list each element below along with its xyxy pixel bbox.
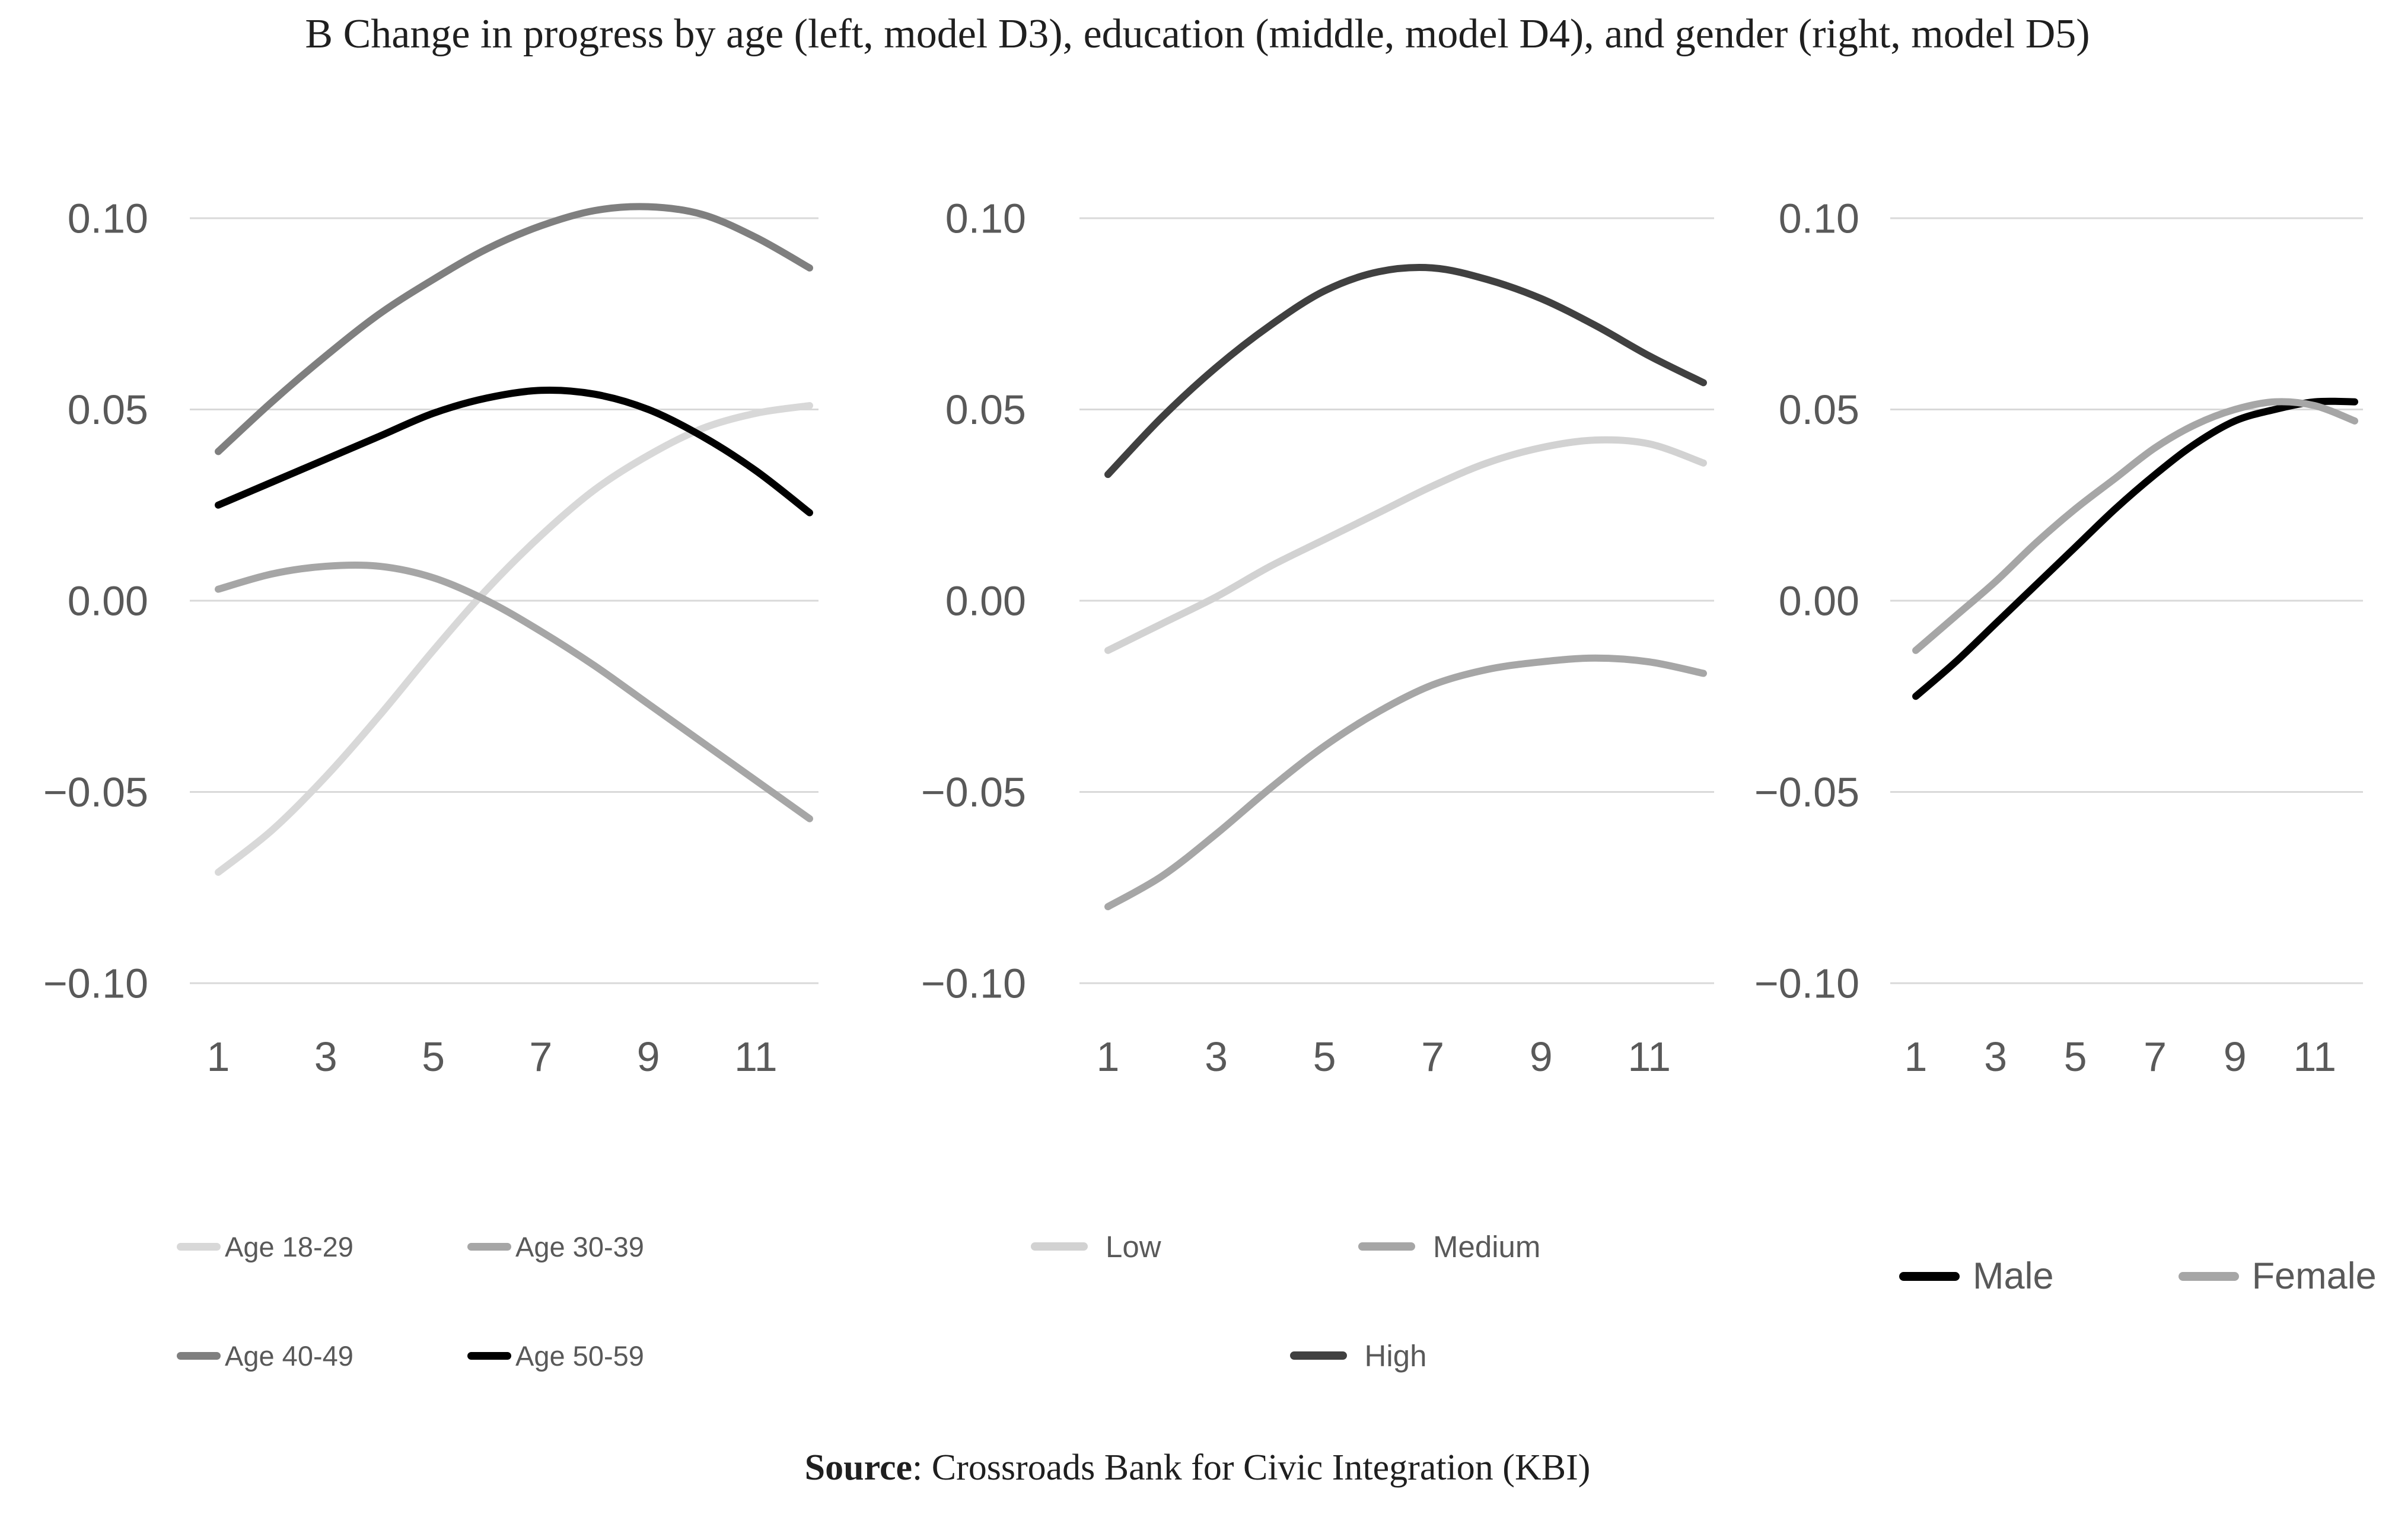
education-chart: 0.10 0.05 0.00 −0.05 −0.10 1 3 5 7 9 11 [921, 196, 1714, 1080]
legend-label: Male [1973, 1255, 2054, 1297]
x-tick-label: 7 [2144, 1034, 2167, 1080]
legend-item: Medium [1358, 1225, 1686, 1268]
x-tick-label: 9 [1530, 1034, 1553, 1080]
legend-item: Age 50-59 [467, 1334, 758, 1377]
legend-item: Male [1899, 1255, 2054, 1297]
legend-label: Age 18-29 [225, 1230, 353, 1262]
legend-item: Female [2178, 1255, 2377, 1297]
legend-education: Low Medium High [830, 1225, 1732, 1377]
y-tick-label: −0.05 [921, 769, 1026, 815]
y-tick-label: −0.10 [1754, 961, 1859, 1007]
x-tick-label: 9 [637, 1034, 660, 1080]
series-line-age-18-29 [215, 402, 813, 876]
x-tick-label: 5 [1313, 1034, 1336, 1080]
x-tick-label: 11 [734, 1034, 778, 1080]
figure-title: B Change in progress by age (left, model… [305, 11, 2090, 57]
y-tick-label: −0.10 [43, 961, 148, 1007]
chart-panel-education: 0.10 0.05 0.00 −0.05 −0.10 1 3 5 7 9 11 Low Medium H… [830, 153, 1732, 1377]
legend-item: High [1289, 1334, 1427, 1377]
y-tick-label: 0.00 [1779, 578, 1859, 624]
legend-item: Age 18-29 [177, 1225, 467, 1268]
x-tick-label: 3 [1205, 1034, 1228, 1080]
y-tick-label: 0.00 [68, 578, 148, 624]
x-tick-label: 1 [1097, 1034, 1120, 1080]
y-tick-label: 0.10 [68, 196, 148, 242]
legend-swatch [1031, 1242, 1088, 1251]
legend-swatch [1899, 1271, 1960, 1281]
x-tick-label: 1 [1904, 1034, 1928, 1080]
series-line-age-50-59 [215, 386, 813, 516]
charts-row: 0.10 0.05 0.00 −0.05 −0.10 1 3 5 7 9 11 Age 18-29 A… [0, 153, 2395, 1377]
x-tick-label: 5 [422, 1034, 445, 1080]
legend-age: Age 18-29 Age 30-39 Age 40-49 Age 50-59 [12, 1225, 830, 1377]
legend-swatch [2178, 1271, 2239, 1281]
legend-item: Age 40-49 [177, 1334, 467, 1377]
series-line-high [1104, 264, 1707, 479]
y-tick-label: 0.05 [1779, 387, 1859, 433]
legend-label: Age 50-59 [515, 1340, 644, 1372]
y-tick-label: −0.10 [921, 961, 1026, 1007]
legend-label: Female [2251, 1255, 2377, 1297]
legend-swatch [467, 1242, 511, 1251]
legend-swatch [1358, 1242, 1415, 1251]
gender-chart: 0.10 0.05 0.00 −0.05 −0.10 1 3 5 7 9 11 [1754, 196, 2363, 1080]
legend-swatch [467, 1351, 511, 1360]
legend-label: Low [1106, 1229, 1161, 1264]
x-tick-label: 7 [529, 1034, 552, 1080]
x-tick-label: 11 [2293, 1034, 2336, 1080]
series-line-low [1104, 436, 1707, 654]
series-line-age-40-49 [215, 203, 813, 455]
chart-panel-age: 0.10 0.05 0.00 −0.05 −0.10 1 3 5 7 9 11 Age 18-29 A… [12, 153, 830, 1377]
y-tick-label: −0.05 [43, 769, 148, 815]
legend-swatch [177, 1242, 221, 1251]
source-label: Source [804, 1447, 913, 1488]
x-tick-label: 7 [1421, 1034, 1444, 1080]
x-tick-label: 5 [2064, 1034, 2087, 1080]
x-tick-label: 1 [207, 1034, 230, 1080]
x-tick-label: 11 [1628, 1034, 1671, 1080]
legend-label: High [1364, 1338, 1427, 1373]
chart-panel-gender: 0.10 0.05 0.00 −0.05 −0.10 1 3 5 7 9 11 Male Female [1732, 153, 2377, 1297]
legend-item: Low [1031, 1225, 1358, 1268]
y-tick-label: 0.00 [945, 578, 1026, 624]
series-line-age-30-39 [215, 561, 813, 822]
series-line-male [1912, 397, 2358, 700]
legend-label: Age 30-39 [515, 1230, 644, 1262]
x-tick-label: 9 [2224, 1034, 2247, 1080]
y-tick-label: 0.10 [945, 196, 1026, 242]
x-tick-label: 3 [1984, 1034, 2007, 1080]
series-line-female [1912, 398, 2358, 654]
y-tick-label: 0.05 [945, 387, 1026, 433]
y-tick-label: −0.05 [1754, 769, 1859, 815]
y-tick-label: 0.05 [68, 387, 148, 433]
series-line-medium [1104, 654, 1707, 910]
x-tick-label: 3 [314, 1034, 337, 1080]
y-tick-label: 0.10 [1779, 196, 1859, 242]
source-line: Source: Crossroads Bank for Civic Integr… [0, 1447, 2395, 1489]
legend-label: Medium [1433, 1229, 1541, 1264]
legend-label: Age 40-49 [225, 1340, 353, 1372]
age-chart: 0.10 0.05 0.00 −0.05 −0.10 1 3 5 7 9 11 [43, 196, 818, 1080]
legend-swatch [1289, 1351, 1347, 1360]
legend-item: Age 30-39 [467, 1225, 758, 1268]
legend-swatch [177, 1351, 221, 1360]
legend-gender: Male Female [1732, 1255, 2377, 1297]
source-text: : Crossroads Bank for Civic Integration … [912, 1447, 1591, 1488]
